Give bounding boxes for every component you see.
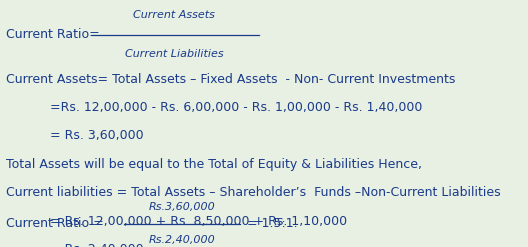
- Text: = 1.5:1.: = 1.5:1.: [243, 217, 297, 230]
- Text: Rs.3,60,000: Rs.3,60,000: [149, 203, 215, 212]
- Text: =Rs. 12,00,000 - Rs. 6,00,000 - Rs. 1,00,000 - Rs. 1,40,000: =Rs. 12,00,000 - Rs. 6,00,000 - Rs. 1,00…: [6, 101, 423, 114]
- Text: = Rs. 3,60,000: = Rs. 3,60,000: [6, 129, 144, 142]
- Text: Current Assets: Current Assets: [133, 10, 215, 20]
- Text: Current Liabilities: Current Liabilities: [125, 49, 223, 59]
- Text: Current Assets= Total Assets – Fixed Assets  - Non- Current Investments: Current Assets= Total Assets – Fixed Ass…: [6, 73, 456, 85]
- Text: Total Assets will be equal to the Total of Equity & Liabilities Hence,: Total Assets will be equal to the Total …: [6, 158, 422, 171]
- Text: Current liabilities = Total Assets – Shareholder’s  Funds –Non-Current Liabiliti: Current liabilities = Total Assets – Sha…: [6, 186, 501, 199]
- Text: Rs.2,40,000: Rs.2,40,000: [149, 235, 215, 245]
- Text: = Rs. 2,40,000: = Rs. 2,40,000: [6, 243, 144, 247]
- Text: Current Ratio=: Current Ratio=: [6, 28, 100, 41]
- Text: = Rs. 12,00,000 + Rs. 8,50,000 + Rs. 1,10,000: = Rs. 12,00,000 + Rs. 8,50,000 + Rs. 1,1…: [6, 215, 347, 227]
- Text: Current Ratio =: Current Ratio =: [6, 217, 108, 230]
